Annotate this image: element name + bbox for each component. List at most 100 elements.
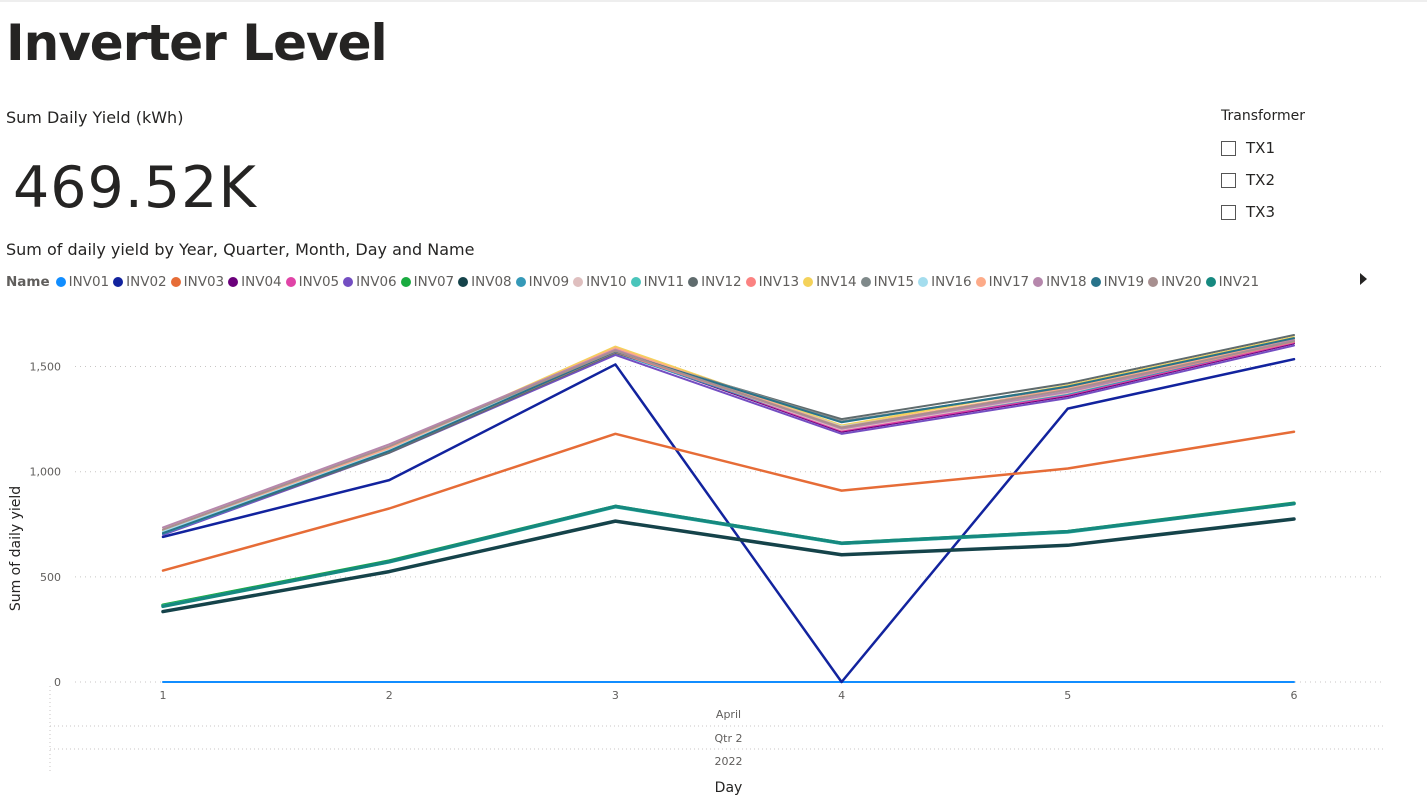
slicer-label-tx3: TX3 [1246, 203, 1275, 221]
legend-label: INV15 [873, 274, 915, 290]
legend-next-arrow-icon[interactable] [1360, 273, 1367, 285]
x-hierarchy-label: April [716, 708, 741, 721]
y-axis-title: Sum of daily yield [8, 486, 24, 611]
line-chart: 0 500 1,000 1,500 1 2 3 4 5 6 April Qtr 2 2022 Day Sum… [8, 334, 1385, 796]
series-line-inv14 [162, 336, 1295, 532]
legend-dot-icon [975, 277, 986, 287]
chart-title: Sum of daily yield by Year, Quarter, Mon… [6, 240, 475, 259]
series-line-inv10 [162, 339, 1295, 532]
legend-dot-icon [745, 277, 756, 287]
legend-dot-icon [1205, 277, 1216, 287]
series-line-inv17 [162, 338, 1295, 531]
legend-item-inv09[interactable]: INV09 [515, 274, 570, 290]
legend-item-inv10[interactable]: INV10 [573, 274, 627, 290]
card-label: Sum Daily Yield (kWh) [6, 108, 184, 127]
legend-dot-icon [1148, 277, 1159, 287]
series-line-inv15 [162, 338, 1295, 534]
legend-dot-icon [113, 277, 124, 287]
legend-label: INV01 [68, 274, 110, 290]
slicer-label-tx2: TX2 [1246, 171, 1275, 189]
series-line-inv07 [161, 501, 1296, 607]
x-tick-label: 6 [1291, 689, 1298, 702]
transformer-slicer: Transformer TX1 TX2 TX3 [1221, 108, 1305, 228]
slicer-title: Transformer [1221, 108, 1306, 124]
legend-dot-icon [400, 277, 411, 287]
legend-label: INV03 [183, 274, 225, 290]
legend-item-inv08[interactable]: INV08 [458, 274, 512, 290]
series-line-inv02 [161, 357, 1296, 684]
x-axis-title: Day [715, 780, 743, 796]
legend-dot-icon [860, 277, 871, 287]
legend-dot-icon [1090, 277, 1101, 287]
legend-label: INV18 [1046, 274, 1087, 290]
legend-item-inv17[interactable]: INV17 [975, 274, 1030, 290]
y-tick-label: 1,500 [30, 361, 62, 374]
y-tick-label: 1,000 [30, 466, 62, 479]
legend-dot-icon [55, 277, 66, 287]
legend-item-inv07[interactable]: INV07 [400, 274, 455, 290]
y-tick-label: 0 [54, 676, 61, 689]
legend-dot-icon [918, 277, 929, 287]
legend-item-inv01[interactable]: INV01 [55, 274, 110, 290]
legend-label: INV05 [298, 274, 340, 290]
x-tick-label: 5 [1064, 689, 1071, 702]
top-border [0, 0, 1427, 2]
legend-title: Name [6, 274, 50, 290]
checkbox-tx2[interactable] [1221, 172, 1236, 188]
x-tick-label: 2 [386, 689, 393, 702]
legend-item-inv11[interactable]: INV11 [630, 274, 685, 290]
legend-label: INV10 [586, 274, 627, 290]
checkbox-tx1[interactable] [1221, 140, 1236, 156]
slicer-item-tx3[interactable]: TX3 [1221, 196, 1305, 228]
legend-label: INV21 [1218, 274, 1260, 290]
legend-dot-icon [343, 277, 354, 287]
legend-label: INV02 [126, 274, 167, 290]
legend-item-inv06[interactable]: INV06 [343, 274, 397, 290]
legend-item-inv20[interactable]: INV20 [1148, 274, 1202, 290]
legend-item-inv21[interactable]: INV21 [1205, 274, 1260, 290]
series-line-inv21 [161, 501, 1296, 609]
legend-label: INV20 [1161, 274, 1202, 290]
x-tick-label: 1 [160, 689, 167, 702]
legend-label: INV08 [471, 274, 512, 290]
series-line-inv19 [162, 337, 1295, 535]
legend-item-inv14[interactable]: INV14 [803, 274, 857, 290]
legend-dot-icon [630, 277, 641, 287]
legend-item-inv03[interactable]: INV03 [170, 274, 225, 290]
page-title: Inverter Level [6, 14, 388, 72]
legend-label: INV07 [413, 274, 455, 290]
legend-item-inv12[interactable]: INV12 [688, 274, 742, 290]
legend-item-inv04[interactable]: INV04 [228, 274, 282, 290]
legend-label: INV14 [816, 274, 857, 290]
legend-item-inv15[interactable]: INV15 [860, 274, 915, 290]
chart-legend: Name INV01 INV02 INV03 INV04 INV05 INV06 INV07… [6, 271, 1386, 293]
legend-label: INV19 [1103, 274, 1145, 290]
x-hierarchy-label: 2022 [715, 755, 743, 768]
legend-label: INV06 [356, 274, 397, 290]
legend-dot-icon [688, 277, 699, 287]
legend-item-inv05[interactable]: INV05 [285, 274, 340, 290]
checkbox-tx3[interactable] [1221, 204, 1236, 220]
legend-label: INV17 [988, 274, 1030, 290]
legend-dot-icon [458, 277, 469, 287]
legend-label: INV09 [528, 274, 570, 290]
y-tick-label: 500 [40, 571, 61, 584]
legend-item-inv16[interactable]: INV16 [918, 274, 972, 290]
series-line-inv09 [162, 340, 1295, 535]
series-line-inv03 [161, 430, 1296, 572]
slicer-item-tx1[interactable]: TX1 [1221, 132, 1305, 164]
x-hierarchy-label: Qtr 2 [715, 732, 743, 745]
series-line-inv08 [161, 517, 1296, 614]
legend-item-inv18[interactable]: INV18 [1033, 274, 1087, 290]
legend-item-inv19[interactable]: INV19 [1090, 274, 1145, 290]
legend-dot-icon [573, 277, 584, 287]
series-line-inv11 [161, 502, 1296, 608]
legend-label: INV11 [643, 274, 685, 290]
legend-dot-icon [515, 277, 526, 287]
legend-dot-icon [228, 277, 239, 287]
legend-dot-icon [170, 277, 181, 287]
legend-label: INV16 [931, 274, 972, 290]
legend-item-inv13[interactable]: INV13 [745, 274, 799, 290]
legend-item-inv02[interactable]: INV02 [113, 274, 167, 290]
slicer-item-tx2[interactable]: TX2 [1221, 164, 1305, 196]
